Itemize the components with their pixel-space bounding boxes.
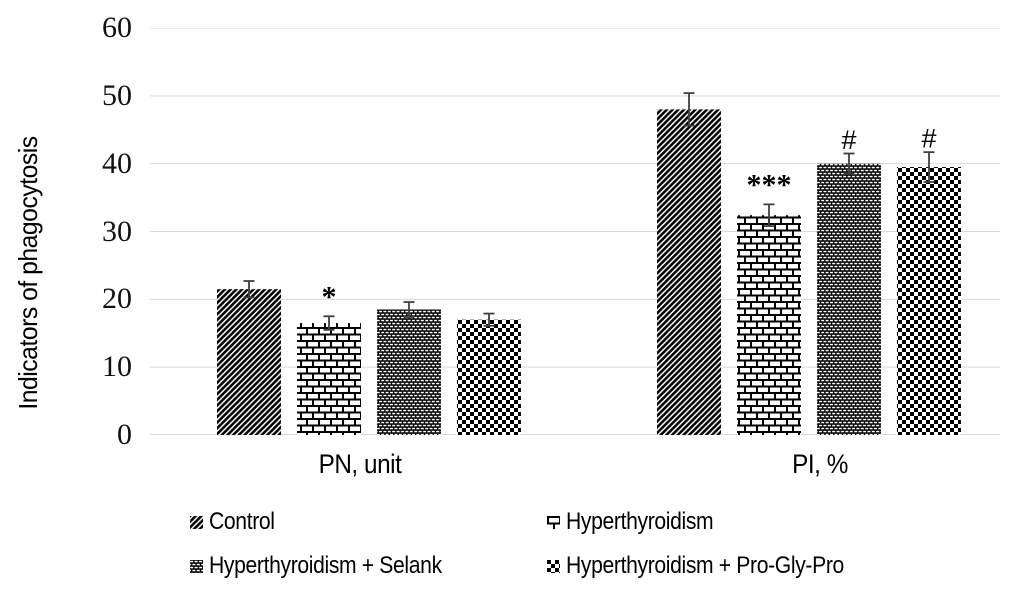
legend-swatch-brick-icon (547, 515, 560, 529)
error-bar (483, 312, 495, 327)
legend-label: Control (209, 508, 275, 535)
legend-label: Hyperthyroidism (566, 508, 714, 535)
error-bar (763, 203, 775, 227)
error-bar (843, 152, 855, 175)
legend-swatch-diagonal-hatch-icon (190, 515, 203, 529)
legend-item-hyperthyroidism-pro-gly-pro: Hyperthyroidism + Pro-Gly-Pro (547, 552, 882, 579)
bar-hyperthyroidism-selank-pi- (817, 163, 881, 435)
x-category-label-pi: PI, % (792, 449, 848, 479)
annotation-stars-0: * (322, 280, 337, 313)
y-tick-label-20: 20 (102, 282, 132, 316)
legend-label: Hyperthyroidism + Pro-Gly-Pro (566, 552, 844, 579)
legend-item-hyperthyroidism-selank: Hyperthyroidism + Selank (190, 552, 474, 579)
legend-item-hyperthyroidism: Hyperthyroidism (547, 508, 733, 535)
bar-hyperthyroidism-pro-gly-pro-pn-unit (457, 319, 521, 435)
annotation-stars-1: *** (747, 168, 792, 201)
legend-item-control: Control (190, 508, 284, 535)
bar-hyperthyroidism-pro-gly-pro-pi- (897, 167, 961, 435)
error-bar (923, 151, 935, 183)
x-category-label-pn: PN, unit (318, 449, 402, 479)
y-tick-label-50: 50 (102, 78, 132, 112)
bar-hyperthyroidism-pi- (737, 215, 801, 435)
y-axis-title: Indicators of phagocytosis (13, 136, 43, 410)
legend-label: Hyperthyroidism + Selank (209, 552, 442, 579)
annotation-hash-1: # (921, 124, 936, 154)
error-bar (683, 92, 695, 127)
legend-swatch-checker-icon (547, 559, 560, 573)
y-tick-label-30: 30 (102, 214, 132, 248)
bar-control-pn-unit (217, 289, 281, 435)
legend-swatch-dots-icon (190, 559, 203, 573)
bar-hyperthyroidism-selank-pn-unit (377, 309, 441, 435)
y-tick-label-0: 0 (117, 417, 132, 451)
annotation-hash-1: # (841, 125, 856, 155)
error-bar (323, 315, 335, 331)
plot-area: ****# # (150, 28, 1000, 435)
bar-hyperthyroidism-pn-unit (297, 323, 361, 435)
y-tick-label-40: 40 (102, 146, 132, 180)
error-bar (243, 280, 255, 299)
y-tick-label-10: 10 (102, 350, 132, 384)
bar-control-pi- (657, 109, 721, 435)
error-bar (403, 301, 415, 318)
y-tick-label-60: 60 (102, 11, 132, 44)
